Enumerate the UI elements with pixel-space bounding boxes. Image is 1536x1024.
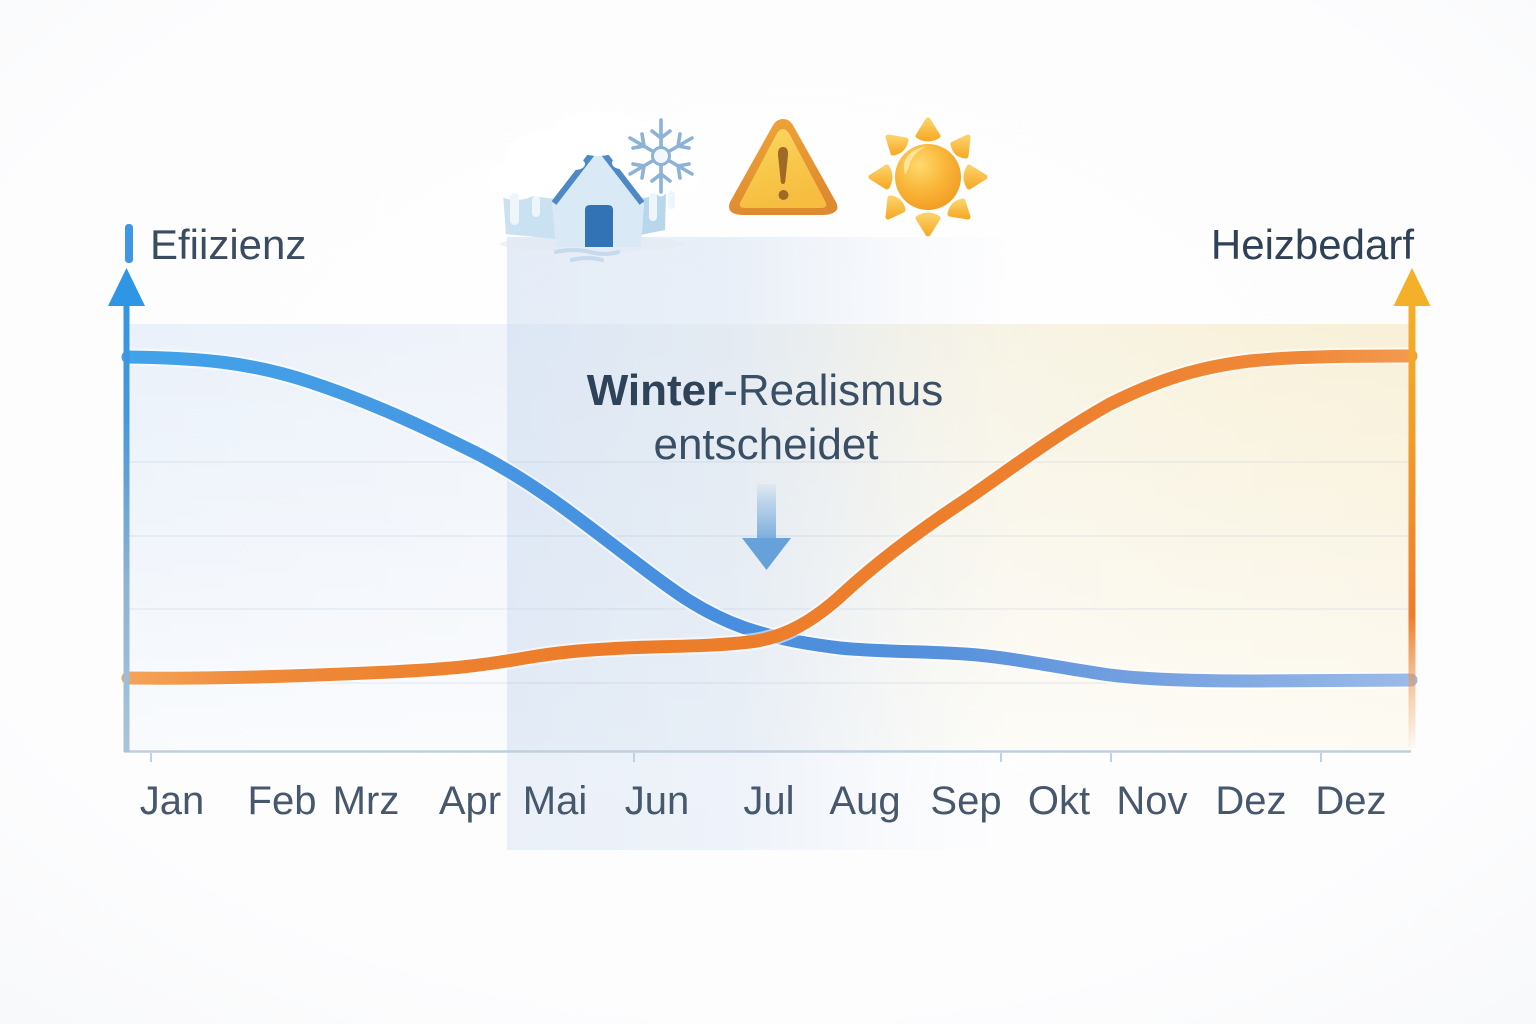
svg-text:Jul: Jul [743,779,794,823]
svg-text:Apr: Apr [439,779,501,823]
svg-text:Mrz: Mrz [333,779,400,823]
svg-text:Mai: Mai [523,779,587,823]
svg-text:Sep: Sep [930,779,1001,823]
svg-text:Dez: Dez [1315,779,1386,823]
svg-text:Okt: Okt [1028,779,1090,823]
svg-text:entscheidet: entscheidet [653,420,878,469]
svg-text:Heizbedarf: Heizbedarf [1211,221,1414,268]
svg-text:Dez: Dez [1215,779,1286,823]
svg-text:Nov: Nov [1116,779,1187,823]
svg-text:Jan: Jan [140,779,205,823]
svg-text:Aug: Aug [829,779,900,823]
svg-text:Winter-Realismus: Winter-Realismus [587,366,944,415]
svg-text:Efiizienz: Efiizienz [150,221,306,268]
svg-text:Jun: Jun [625,779,690,823]
svg-text:Feb: Feb [248,779,317,823]
